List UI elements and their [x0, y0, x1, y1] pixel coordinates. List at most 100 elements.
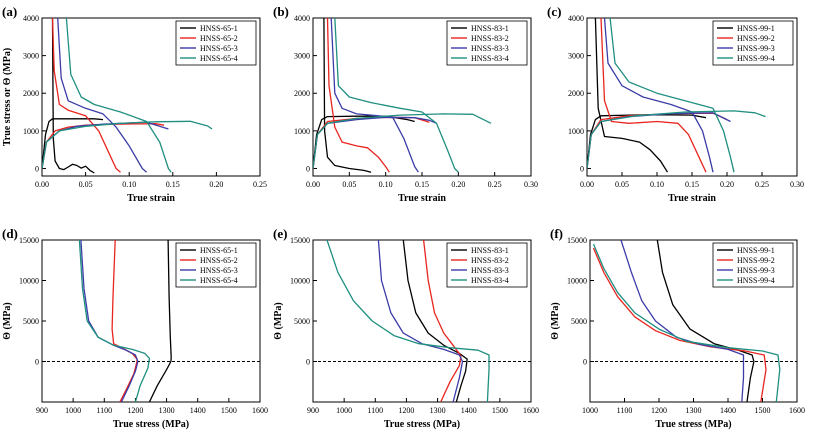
x-axis-label: True strain [127, 193, 175, 204]
x-tick-label: 0.00 [306, 180, 320, 189]
legend-entry: HNSS-83-4 [471, 54, 509, 63]
legend-entry: HNSS-65-2 [200, 256, 238, 265]
x-tick-label: 0.10 [379, 180, 393, 189]
legend-entry: HNSS-99-2 [737, 256, 775, 265]
series-line-hnss-65-3-theta [58, 18, 147, 172]
x-tick-label: 1500 [221, 406, 237, 415]
x-tick-label: 1500 [755, 406, 771, 415]
series-line-hnss-99-3-theta [605, 18, 714, 172]
legend-entry: HNSS-99-4 [737, 276, 775, 285]
panel-label: (e) [273, 226, 287, 241]
legend-entry: HNSS-65-3 [200, 266, 238, 275]
y-axis-label: Θ (MPa) [2, 302, 13, 340]
x-tick-label: 900 [36, 406, 48, 415]
x-tick-label: 1300 [159, 406, 175, 415]
y-tick-label: 3000 [23, 52, 39, 61]
legend-entry: HNSS-99-3 [737, 44, 775, 53]
y-tick-label: 15000 [290, 236, 310, 245]
series-line-hnss-83-3-theta [331, 18, 418, 172]
y-tick-label: 0 [35, 358, 39, 367]
x-axis-label: True stress (MPa) [655, 419, 731, 430]
x-tick-label: 1300 [686, 406, 702, 415]
x-tick-label: 0.15 [685, 180, 699, 189]
y-tick-label: 10000 [290, 277, 310, 286]
x-tick-label: 1600 [789, 406, 805, 415]
legend-entry: HNSS-83-2 [471, 34, 509, 43]
y-tick-label: 1000 [568, 127, 584, 136]
y-tick-label: 4000 [568, 14, 584, 23]
legend: HNSS-83-1HNSS-83-2HNSS-83-3HNSS-83-4 [447, 243, 527, 287]
x-tick-label: 0.15 [415, 180, 429, 189]
y-tick-label: 10000 [567, 277, 587, 286]
legend-entry: HNSS-65-4 [200, 276, 238, 285]
x-tick-label: 0.05 [615, 180, 629, 189]
y-tick-label: 0 [583, 358, 587, 367]
y-tick-label: 2000 [23, 89, 39, 98]
x-tick-label: 0.00 [580, 180, 594, 189]
y-tick-label: 15000 [567, 236, 587, 245]
panel-a: 0.00 0.05 0.10 0.15 0.20 0.25 0 1000 2000 3000 400… [2, 4, 267, 204]
x-axis-label: True strain [668, 193, 716, 204]
x-tick-label: 1100 [367, 406, 383, 415]
x-tick-label: 1000 [336, 406, 352, 415]
y-tick-label: 5000 [571, 317, 587, 326]
legend-entry: HNSS-99-1 [737, 24, 775, 33]
x-tick-label: 0.10 [650, 180, 664, 189]
panel-b: 0.00 0.05 0.10 0.15 0.20 0.25 0.30 0 1000 2000 300… [273, 4, 538, 204]
x-tick-label: 1400 [720, 406, 736, 415]
legend-entry: HNSS-65-2 [200, 34, 238, 43]
x-tick-label: 1200 [651, 406, 667, 415]
series-line-hnss-65-1-curve [149, 240, 171, 402]
x-axis-label: True strain [398, 193, 446, 204]
legend-entry: HNSS-99-3 [737, 266, 775, 275]
panel-label: (c) [547, 4, 561, 19]
panel-label: (f) [550, 226, 563, 241]
y-tick-label: 0 [580, 164, 584, 173]
x-axis-label: True stress (MPa) [384, 419, 460, 430]
series-line-hnss-65-4-theta [66, 18, 171, 172]
x-tick-label: 1100 [617, 406, 633, 415]
x-tick-label: 0.25 [488, 180, 502, 189]
series-line-hnss-99-4-stress [587, 111, 766, 169]
x-tick-label: 0.20 [451, 180, 465, 189]
legend-entry: HNSS-65-1 [200, 246, 238, 255]
y-tick-label: 3000 [294, 52, 310, 61]
x-tick-label: 1100 [96, 406, 112, 415]
y-tick-label: 5000 [23, 317, 39, 326]
series-line-hnss-83-4-theta [335, 18, 459, 172]
series-line-hnss-65-3-curve [81, 240, 138, 402]
x-tick-label: 0.30 [790, 180, 804, 189]
y-axis-label: Θ (MPa) [550, 302, 561, 340]
panel-label: (d) [2, 226, 18, 241]
legend-entry: HNSS-83-2 [471, 256, 509, 265]
x-axis-label: True stress (MPa) [113, 419, 189, 430]
x-tick-label: 900 [307, 406, 319, 415]
x-tick-label: 0.25 [755, 180, 769, 189]
legend-entry: HNSS-65-1 [200, 24, 238, 33]
y-tick-label: 5000 [294, 317, 310, 326]
legend-entry: HNSS-83-3 [471, 44, 509, 53]
x-tick-label: 1300 [430, 406, 446, 415]
x-tick-label: 1400 [190, 406, 206, 415]
legend-entry: HNSS-99-2 [737, 34, 775, 43]
x-tick-label: 1400 [461, 406, 477, 415]
x-tick-label: 1500 [492, 406, 508, 415]
series-line-hnss-83-1-stress [313, 116, 415, 168]
y-tick-label: 1000 [294, 127, 310, 136]
x-tick-label: 0.20 [720, 180, 734, 189]
legend-entry: HNSS-99-4 [737, 54, 775, 63]
panel-f: 1000 1100 1200 1300 1400 1500 1600 0 5000 10000 15… [550, 226, 805, 430]
x-tick-label: 1000 [582, 406, 598, 415]
y-axis-label: Θ (MPa) [273, 302, 284, 340]
legend-entry: HNSS-83-3 [471, 266, 509, 275]
y-axis-label: True stress or Θ (MPa) [2, 48, 13, 146]
legend-entry: HNSS-65-3 [200, 44, 238, 53]
panel-c: 0.00 0.05 0.10 0.15 0.20 0.25 0.30010002000300… [547, 4, 804, 204]
y-tick-label: 15000 [19, 236, 39, 245]
x-tick-label: 1200 [127, 406, 143, 415]
